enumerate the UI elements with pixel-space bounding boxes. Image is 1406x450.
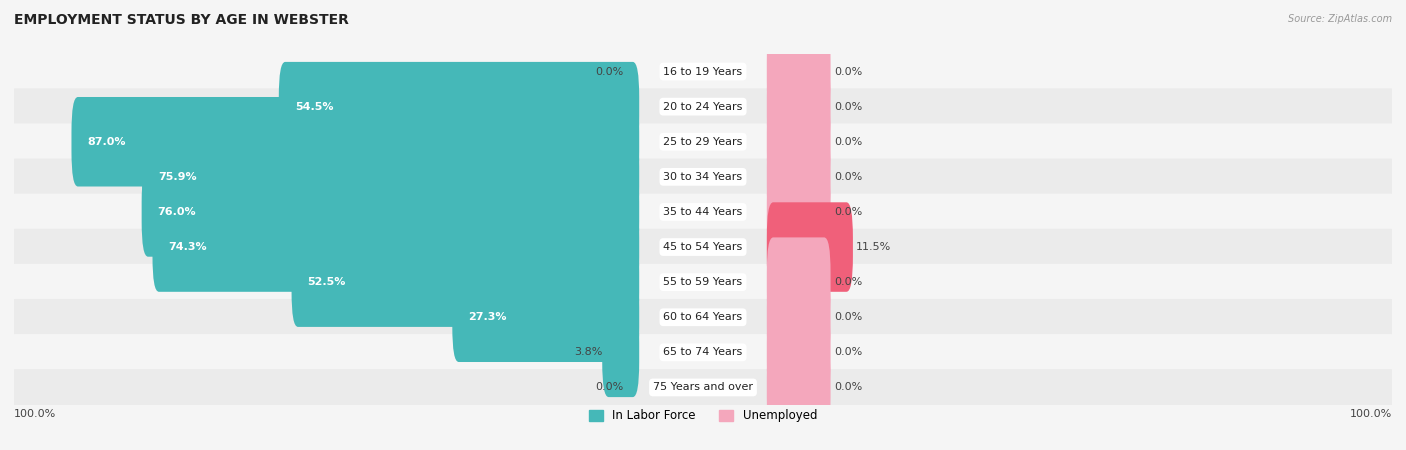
Text: 30 to 34 Years: 30 to 34 Years xyxy=(664,172,742,182)
FancyBboxPatch shape xyxy=(766,97,831,186)
Text: 0.0%: 0.0% xyxy=(595,67,623,76)
FancyBboxPatch shape xyxy=(453,273,640,362)
Text: 74.3%: 74.3% xyxy=(169,242,207,252)
Text: 60 to 64 Years: 60 to 64 Years xyxy=(664,312,742,322)
FancyBboxPatch shape xyxy=(14,123,1392,160)
FancyBboxPatch shape xyxy=(766,343,831,432)
Text: 87.0%: 87.0% xyxy=(87,137,127,147)
Text: 0.0%: 0.0% xyxy=(595,382,623,392)
FancyBboxPatch shape xyxy=(14,299,1392,336)
FancyBboxPatch shape xyxy=(14,88,1392,125)
Text: Source: ZipAtlas.com: Source: ZipAtlas.com xyxy=(1288,14,1392,23)
FancyBboxPatch shape xyxy=(278,62,640,151)
Text: EMPLOYMENT STATUS BY AGE IN WEBSTER: EMPLOYMENT STATUS BY AGE IN WEBSTER xyxy=(14,14,349,27)
Text: 20 to 24 Years: 20 to 24 Years xyxy=(664,102,742,112)
Text: 0.0%: 0.0% xyxy=(834,102,862,112)
FancyBboxPatch shape xyxy=(766,62,831,151)
Text: 11.5%: 11.5% xyxy=(856,242,891,252)
Text: 0.0%: 0.0% xyxy=(834,277,862,287)
Text: 54.5%: 54.5% xyxy=(295,102,333,112)
Legend: In Labor Force, Unemployed: In Labor Force, Unemployed xyxy=(583,405,823,427)
FancyBboxPatch shape xyxy=(766,167,831,256)
FancyBboxPatch shape xyxy=(72,97,640,186)
Text: 100.0%: 100.0% xyxy=(1350,409,1392,419)
Text: 3.8%: 3.8% xyxy=(574,347,602,357)
FancyBboxPatch shape xyxy=(14,369,1392,406)
FancyBboxPatch shape xyxy=(602,308,640,397)
FancyBboxPatch shape xyxy=(766,308,831,397)
Text: 0.0%: 0.0% xyxy=(834,312,862,322)
Text: 0.0%: 0.0% xyxy=(834,207,862,217)
FancyBboxPatch shape xyxy=(142,132,640,221)
Text: 0.0%: 0.0% xyxy=(834,382,862,392)
FancyBboxPatch shape xyxy=(14,158,1392,195)
FancyBboxPatch shape xyxy=(14,53,1392,90)
FancyBboxPatch shape xyxy=(766,238,831,327)
Text: 52.5%: 52.5% xyxy=(308,277,346,287)
Text: 100.0%: 100.0% xyxy=(14,409,56,419)
Text: 16 to 19 Years: 16 to 19 Years xyxy=(664,67,742,76)
FancyBboxPatch shape xyxy=(766,202,853,292)
Text: 0.0%: 0.0% xyxy=(834,172,862,182)
FancyBboxPatch shape xyxy=(142,167,640,256)
Text: 25 to 29 Years: 25 to 29 Years xyxy=(664,137,742,147)
Text: 45 to 54 Years: 45 to 54 Years xyxy=(664,242,742,252)
Text: 0.0%: 0.0% xyxy=(834,137,862,147)
Text: 27.3%: 27.3% xyxy=(468,312,506,322)
Text: 0.0%: 0.0% xyxy=(834,67,862,76)
FancyBboxPatch shape xyxy=(766,273,831,362)
FancyBboxPatch shape xyxy=(14,264,1392,301)
Text: 35 to 44 Years: 35 to 44 Years xyxy=(664,207,742,217)
FancyBboxPatch shape xyxy=(14,194,1392,230)
FancyBboxPatch shape xyxy=(291,238,640,327)
FancyBboxPatch shape xyxy=(14,229,1392,266)
Text: 0.0%: 0.0% xyxy=(834,347,862,357)
Text: 75.9%: 75.9% xyxy=(159,172,197,182)
Text: 55 to 59 Years: 55 to 59 Years xyxy=(664,277,742,287)
FancyBboxPatch shape xyxy=(766,132,831,221)
FancyBboxPatch shape xyxy=(14,334,1392,371)
FancyBboxPatch shape xyxy=(766,27,831,116)
Text: 65 to 74 Years: 65 to 74 Years xyxy=(664,347,742,357)
FancyBboxPatch shape xyxy=(152,202,640,292)
Text: 76.0%: 76.0% xyxy=(157,207,197,217)
Text: 75 Years and over: 75 Years and over xyxy=(652,382,754,392)
